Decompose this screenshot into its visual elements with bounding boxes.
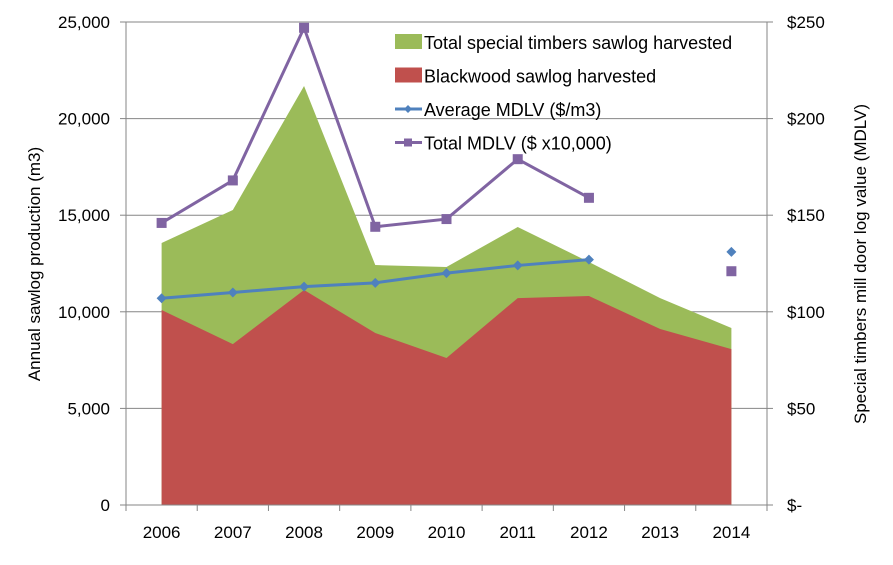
data-point-square — [299, 22, 310, 33]
legend-swatch — [395, 34, 422, 49]
x-tick-label: 2010 — [428, 523, 466, 542]
legend-swatch — [395, 67, 422, 83]
data-point-diamond — [512, 260, 523, 271]
y-tick-label: 25,000 — [58, 13, 110, 32]
y-tick-label: 15,000 — [58, 206, 110, 225]
legend-label: Total special timbers sawlog harvested — [424, 33, 732, 53]
y-axis-title: Annual sawlog production (m3) — [25, 147, 44, 381]
data-point-square — [156, 217, 167, 228]
legend-label: Total MDLV ($ x10,000) — [424, 134, 612, 154]
data-point-diamond — [583, 254, 594, 265]
data-point-diamond — [370, 277, 381, 288]
data-point-diamond — [156, 293, 167, 304]
x-tick-label: 2013 — [641, 523, 679, 542]
y2-tick-label: $200 — [787, 110, 825, 129]
y-tick-label: 20,000 — [58, 110, 110, 129]
x-tick-label: 2006 — [143, 523, 181, 542]
y-tick-label: 0 — [101, 496, 110, 515]
y2-tick-label: $50 — [787, 399, 815, 418]
y2-tick-label: $100 — [787, 303, 825, 322]
legend-label: Average MDLV ($/m3) — [424, 100, 601, 120]
x-tick-label: 2012 — [570, 523, 608, 542]
data-point-square — [583, 192, 594, 203]
area-1 — [161, 289, 732, 505]
axes: 0 $- 5,000 $50 10,000 $100 15,000 $150 20,000 $20… — [58, 13, 825, 542]
x-tick-label: 2009 — [356, 523, 394, 542]
data-point-square — [227, 175, 238, 186]
legend-label: Blackwood sawlog harvested — [424, 67, 656, 87]
data-point-diamond — [441, 268, 452, 279]
y-tick-label: 5,000 — [67, 399, 110, 418]
y2-tick-label: $250 — [787, 13, 825, 32]
data-point-square — [370, 221, 381, 232]
x-tick-label: 2011 — [499, 523, 536, 542]
data-point-diamond — [227, 287, 238, 298]
x-tick-label: 2014 — [712, 523, 750, 542]
data-point-square — [512, 154, 523, 165]
legend-marker — [404, 105, 412, 113]
legend-marker — [404, 138, 412, 147]
x-tick-label: 2008 — [285, 523, 323, 542]
data-point-square — [726, 266, 737, 277]
x-tick-label: 2007 — [214, 523, 252, 542]
data-point-diamond — [726, 246, 737, 257]
area-series — [161, 85, 732, 505]
legend: Total special timbers sawlog harvested Bl… — [395, 33, 732, 154]
y-tick-label: 10,000 — [58, 303, 110, 322]
y2-axis-title: Special timbers mill door log value (MDL… — [851, 104, 870, 424]
data-point-square — [441, 214, 452, 225]
y2-tick-label: $- — [787, 496, 802, 515]
data-point-diamond — [299, 281, 310, 292]
y2-tick-label: $150 — [787, 206, 825, 225]
line-series — [157, 23, 737, 303]
